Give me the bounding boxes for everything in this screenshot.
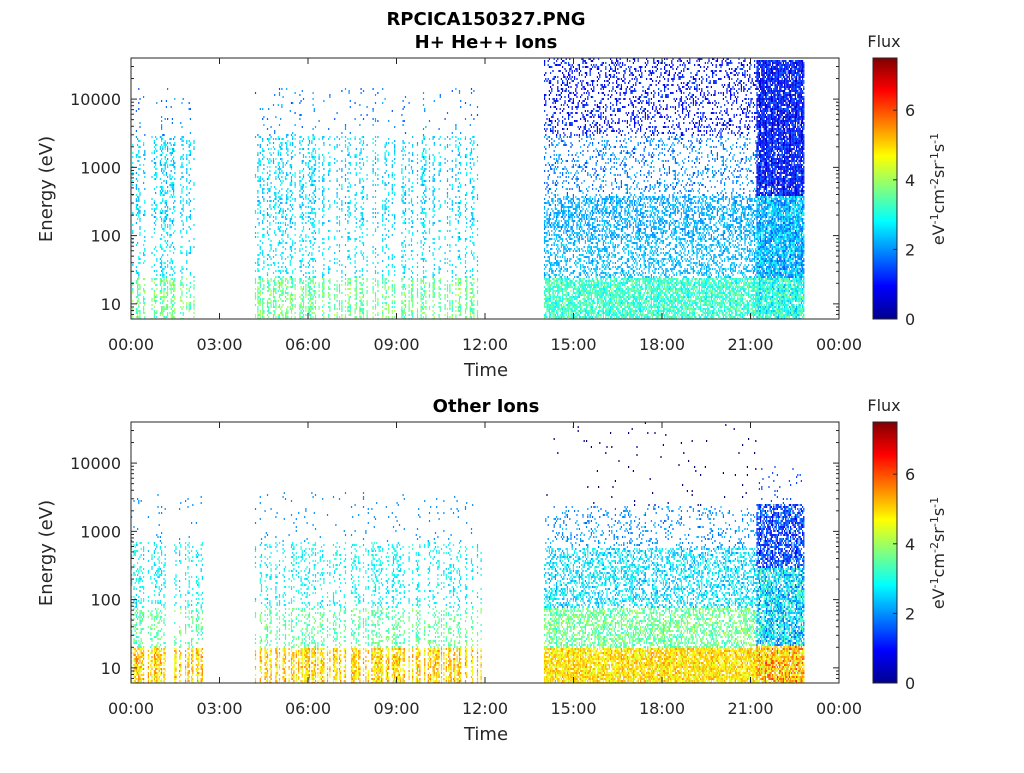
colorbar <box>873 422 897 683</box>
x-tick-label: 15:00 <box>550 335 596 354</box>
panel-hplus-heplus: H+ He++ Ions 00:00 03:00 06:00 09:00 12:00 15… <box>36 32 948 381</box>
spectrogram-area <box>132 58 804 320</box>
x-tick-label: 00:00 <box>108 335 154 354</box>
figure-title: RPCICA150327.PNG <box>386 9 585 30</box>
x-tick-label: 15:00 <box>550 699 596 718</box>
x-tick-label: 18:00 <box>639 335 685 354</box>
colorbar-title: Flux <box>867 32 900 51</box>
x-axis-label: Time <box>463 724 508 745</box>
panel-title: Other Ions <box>433 396 540 417</box>
colorbar-tick-label: 4 <box>905 535 915 554</box>
colorbar-title: Flux <box>867 396 900 415</box>
x-tick-label: 00:00 <box>816 335 862 354</box>
colorbar-tick-label: 2 <box>905 604 915 623</box>
colorbar-tick-label: 0 <box>905 310 915 329</box>
y-tick-label: 10 <box>101 295 121 314</box>
colorbar-tick-label: 6 <box>905 465 915 484</box>
y-tick-label: 100 <box>90 591 121 610</box>
x-tick-label: 18:00 <box>639 699 685 718</box>
x-tick-label: 03:00 <box>196 335 242 354</box>
y-tick-label: 100 <box>90 227 121 246</box>
panel-title: H+ He++ Ions <box>415 32 558 53</box>
colorbar-tick-label: 4 <box>905 171 915 190</box>
y-tick-label: 10000 <box>70 90 121 109</box>
y-tick-label: 1000 <box>80 522 121 541</box>
x-tick-label: 00:00 <box>108 699 154 718</box>
panel-other-ions: Other Ions 00:00 03:00 06:00 09:00 12:00 15:0… <box>36 396 948 745</box>
y-tick-label: 10000 <box>70 454 121 473</box>
x-tick-label: 21:00 <box>727 699 773 718</box>
x-tick-label: 12:00 <box>462 335 508 354</box>
x-tick-label: 06:00 <box>285 699 331 718</box>
colorbar-tick-label: 0 <box>905 674 915 693</box>
x-tick-label: 06:00 <box>285 335 331 354</box>
x-tick-label: 09:00 <box>373 335 419 354</box>
colorbar-units: eV-1cm-2sr-1s-1 <box>928 497 949 609</box>
colorbar <box>873 58 897 319</box>
colorbar-tick-label: 6 <box>905 101 915 120</box>
x-axis-label: Time <box>463 360 508 381</box>
colorbar-tick-label: 2 <box>905 240 915 259</box>
y-axis-label: Energy (eV) <box>36 500 57 606</box>
spectrogram-area <box>131 422 804 684</box>
x-tick-label: 21:00 <box>727 335 773 354</box>
x-tick-label: 03:00 <box>196 699 242 718</box>
y-tick-label: 10 <box>101 659 121 678</box>
x-tick-label: 00:00 <box>816 699 862 718</box>
colorbar-units: eV-1cm-2sr-1s-1 <box>928 133 949 245</box>
x-tick-label: 09:00 <box>373 699 419 718</box>
x-tick-label: 12:00 <box>462 699 508 718</box>
y-tick-label: 1000 <box>80 158 121 177</box>
y-axis-label: Energy (eV) <box>36 136 57 242</box>
